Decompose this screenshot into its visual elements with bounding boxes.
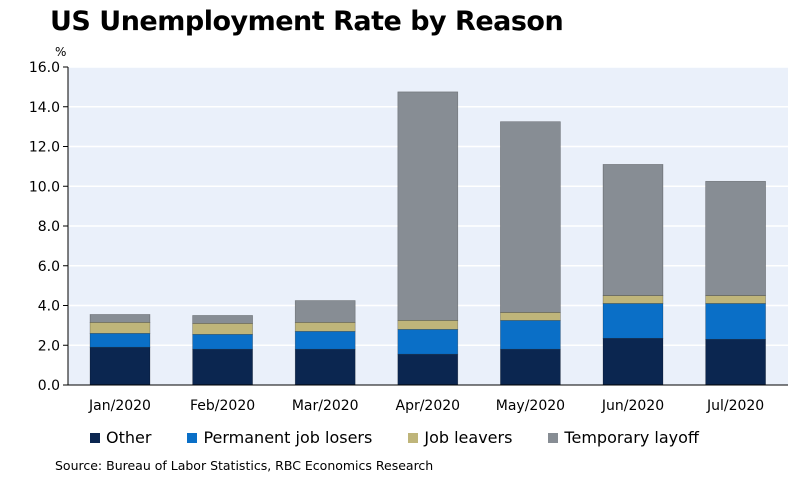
bar-permanent-job-losers: [602, 303, 664, 339]
y-tick-label: 16.0: [29, 60, 60, 76]
legend-label: Other: [106, 428, 152, 447]
bar-other: [294, 348, 356, 386]
legend-item: Temporary layoff: [548, 428, 699, 447]
y-tick-label: 10.0: [29, 179, 60, 195]
bar-other: [602, 337, 664, 386]
legend-item: Other: [90, 428, 151, 447]
x-tick-label: Apr/2020: [396, 398, 461, 414]
bar-job-leavers: [705, 295, 766, 304]
legend-swatch: [90, 432, 100, 443]
x-axis: Jan/2020 Feb/2020 Mar/2020 Apr/2020 May/2020…: [68, 384, 788, 414]
bar-permanent-job-losers: [500, 320, 561, 350]
bar-temporary-layoff: [705, 180, 766, 296]
source-note: Source: Bureau of Labor Statistics, RBC …: [55, 458, 434, 473]
x-tick-label: Feb/2020: [190, 398, 255, 414]
bar-temporary-layoff: [294, 300, 356, 323]
y-tick-label: 8.0: [38, 219, 60, 235]
x-tick-label: May/2020: [496, 398, 565, 414]
bar-permanent-job-losers: [397, 329, 459, 355]
legend: Other Permanent job losers Job leavers Temp…: [90, 428, 735, 447]
bar-job-leavers: [602, 295, 664, 304]
bar-temporary-layoff: [89, 314, 151, 323]
bar-other: [89, 346, 151, 386]
legend-item: Permanent job losers: [187, 428, 372, 447]
bars: [89, 91, 766, 386]
bar-other: [397, 353, 459, 386]
chart-title: US Unemployment Rate by Reason: [50, 6, 564, 37]
bar-other: [192, 348, 253, 386]
bar-permanent-job-losers: [705, 303, 766, 340]
y-tick-label: 6.0: [38, 259, 60, 275]
y-axis: 0.0 2.0 4.0 6.0 8.0 10.0 12.0 14.0 16.0: [29, 60, 69, 394]
legend-label: Permanent job losers: [203, 428, 373, 447]
bar-temporary-layoff: [500, 121, 561, 313]
bar-job-leavers: [294, 322, 356, 332]
bar-permanent-job-losers: [192, 334, 253, 350]
bar-job-leavers: [397, 320, 459, 330]
bar-permanent-job-losers: [89, 333, 151, 348]
bar-other: [500, 348, 561, 386]
bar-job-leavers: [89, 322, 151, 334]
y-axis-unit-label: %: [55, 45, 67, 59]
y-tick-label: 14.0: [29, 100, 60, 116]
legend-swatch: [408, 432, 419, 443]
bar-temporary-layoff: [602, 164, 664, 296]
legend-swatch: [548, 432, 559, 443]
y-tick-label: 4.0: [38, 299, 60, 315]
legend-label: Temporary layoff: [564, 428, 699, 447]
bar-temporary-layoff: [397, 91, 459, 321]
x-tick-label: Jul/2020: [706, 398, 764, 414]
x-tick-label: Jan/2020: [88, 398, 151, 414]
bar-job-leavers: [500, 312, 561, 321]
bar-job-leavers: [192, 323, 253, 335]
bar-temporary-layoff: [192, 315, 253, 324]
legend-item: Job leavers: [408, 428, 512, 447]
y-tick-label: 2.0: [38, 338, 60, 354]
legend-swatch: [187, 432, 198, 443]
y-tick-label: 0.0: [38, 378, 60, 394]
legend-label: Job leavers: [424, 428, 513, 447]
x-tick-label: Jun/2020: [601, 398, 664, 414]
y-tick-label: 12.0: [29, 140, 60, 156]
bar-permanent-job-losers: [294, 331, 356, 350]
x-tick-label: Mar/2020: [292, 398, 359, 414]
bar-other: [705, 338, 766, 386]
